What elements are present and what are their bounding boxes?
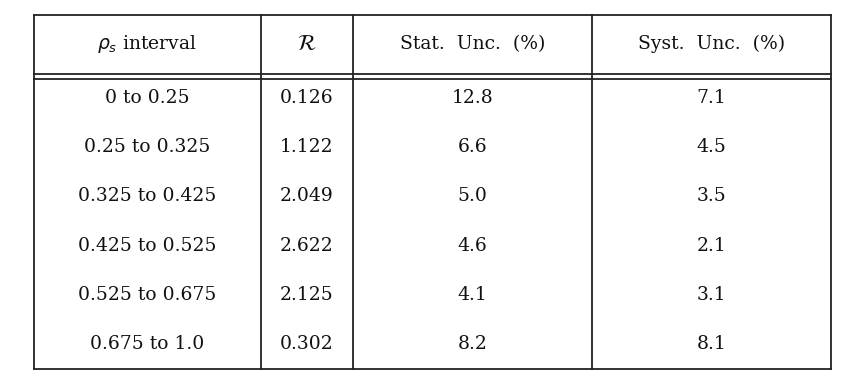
Text: $\rho_s$ interval: $\rho_s$ interval xyxy=(98,33,198,55)
Text: 0 to 0.25: 0 to 0.25 xyxy=(105,89,190,107)
Text: $\mathcal{R}$: $\mathcal{R}$ xyxy=(297,33,316,55)
Text: 1.122: 1.122 xyxy=(280,138,334,156)
Text: 0.525 to 0.675: 0.525 to 0.675 xyxy=(78,286,217,304)
Text: 2.049: 2.049 xyxy=(280,187,334,206)
Text: Stat.  Unc.  (%): Stat. Unc. (%) xyxy=(399,35,545,53)
Text: 2.1: 2.1 xyxy=(696,237,727,255)
Text: 0.325 to 0.425: 0.325 to 0.425 xyxy=(78,187,217,206)
Text: 0.126: 0.126 xyxy=(280,89,334,107)
Text: 8.1: 8.1 xyxy=(696,335,727,353)
Text: 3.5: 3.5 xyxy=(696,187,727,206)
Text: 0.302: 0.302 xyxy=(280,335,334,353)
Text: 0.25 to 0.325: 0.25 to 0.325 xyxy=(84,138,210,156)
Text: 3.1: 3.1 xyxy=(697,286,726,304)
Text: 0.675 to 1.0: 0.675 to 1.0 xyxy=(91,335,204,353)
Text: 6.6: 6.6 xyxy=(458,138,487,156)
Text: Syst.  Unc.  (%): Syst. Unc. (%) xyxy=(638,35,785,54)
Text: 12.8: 12.8 xyxy=(451,89,494,107)
Text: 4.1: 4.1 xyxy=(457,286,488,304)
Text: 5.0: 5.0 xyxy=(457,187,488,206)
Text: 0.425 to 0.525: 0.425 to 0.525 xyxy=(78,237,217,255)
Text: 2.622: 2.622 xyxy=(280,237,334,255)
Text: 4.6: 4.6 xyxy=(457,237,488,255)
Text: 8.2: 8.2 xyxy=(457,335,488,353)
Text: 4.5: 4.5 xyxy=(696,138,727,156)
Text: 2.125: 2.125 xyxy=(280,286,334,304)
Text: 7.1: 7.1 xyxy=(696,89,727,107)
